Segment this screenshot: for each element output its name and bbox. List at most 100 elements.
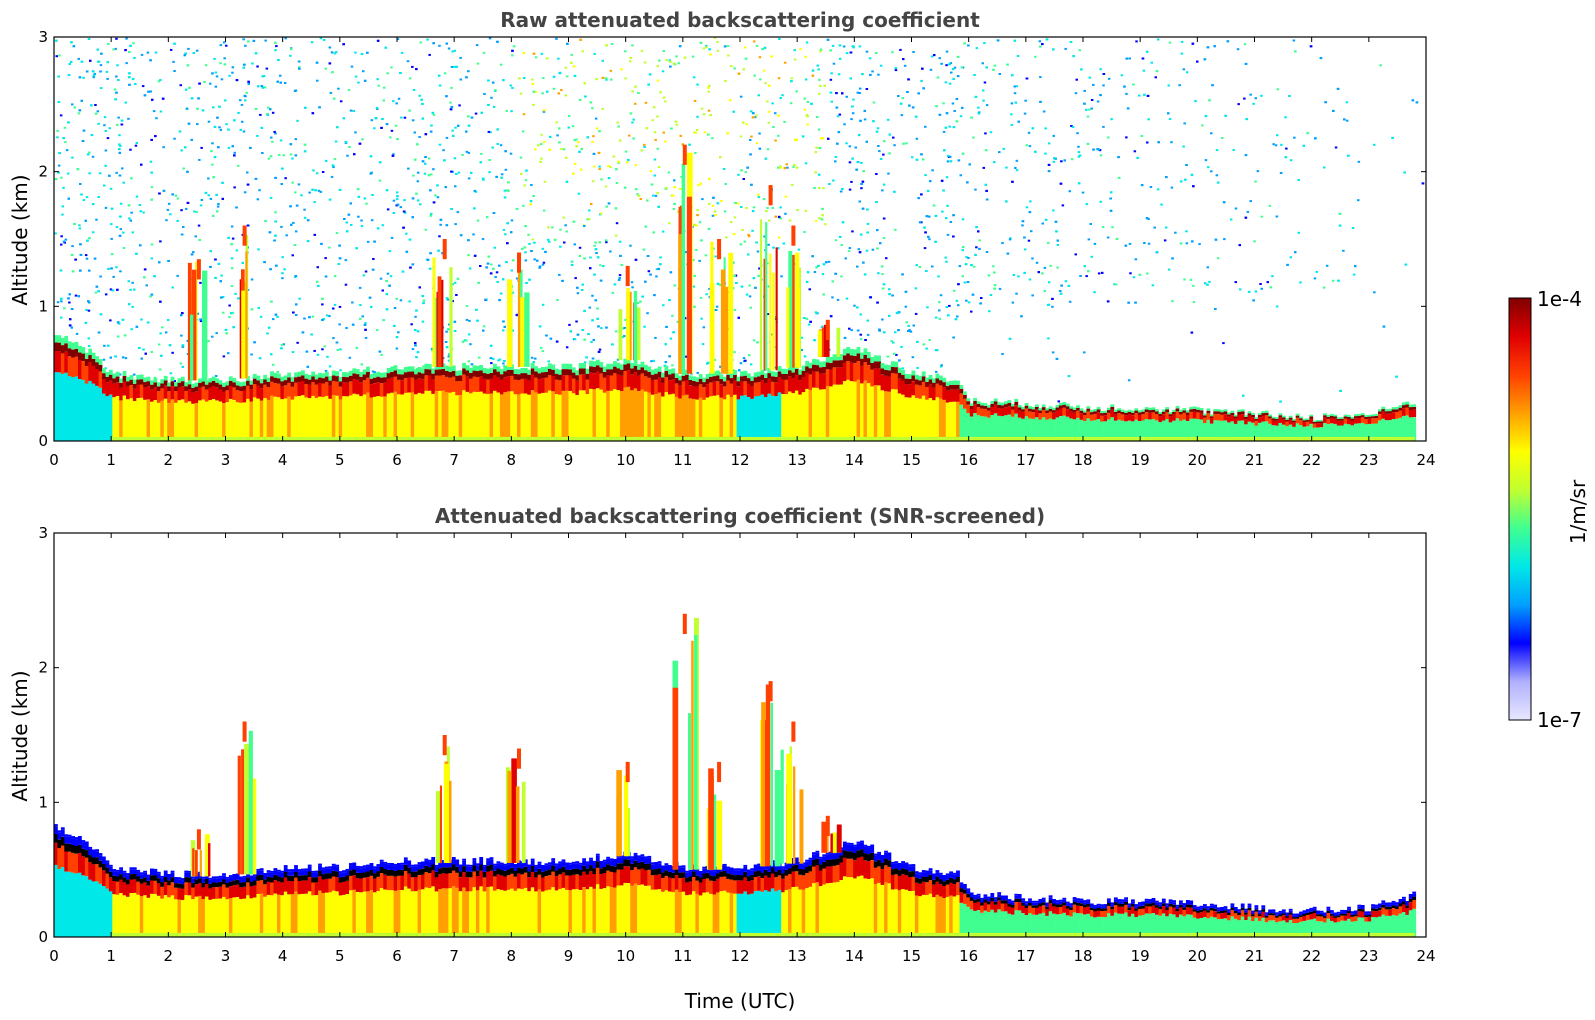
- bl-mid: [256, 385, 261, 399]
- noise-pixel: [247, 80, 250, 83]
- noise-pixel: [120, 119, 124, 122]
- bl-mid: [359, 382, 364, 397]
- noise-pixel: [223, 57, 226, 60]
- noise-pixel: [886, 355, 890, 358]
- noise-pixel: [805, 114, 809, 117]
- noise-pixel: [1039, 76, 1042, 79]
- noise-pixel: [1041, 222, 1044, 225]
- bl-peak: [623, 364, 628, 372]
- bl-mid: [414, 379, 418, 395]
- noise-pixel: [110, 237, 113, 240]
- noise-pixel: [853, 304, 856, 307]
- bl-low: [554, 393, 559, 441]
- bl-fringe: [719, 374, 724, 380]
- bl-peak: [266, 382, 271, 388]
- bl-mid: [273, 383, 278, 397]
- noise-pixel: [452, 134, 455, 137]
- noise-pixel: [591, 107, 594, 110]
- bl-low: [239, 402, 243, 441]
- bl-mid: [174, 391, 178, 403]
- noise-pixel: [333, 303, 337, 306]
- noise-pixel: [199, 281, 202, 284]
- bl-fringe: [297, 371, 302, 377]
- noise-pixel: [380, 353, 383, 356]
- bl-fringe: [273, 372, 278, 378]
- noise-pixel: [1206, 266, 1209, 269]
- noise-pixel: [1338, 212, 1342, 215]
- noise-pixel: [1059, 292, 1063, 295]
- noise-pixel: [431, 349, 434, 352]
- noise-pixel: [164, 331, 168, 334]
- noise-pixel: [445, 330, 448, 333]
- noise-pixel: [1138, 273, 1142, 276]
- noise-pixel: [1034, 150, 1037, 153]
- noise-pixel: [930, 55, 934, 58]
- noise-pixel: [150, 198, 153, 201]
- bl-low: [753, 396, 758, 441]
- noise-pixel: [744, 57, 748, 60]
- noise-pixel: [180, 233, 184, 236]
- noise-pixel: [115, 37, 118, 40]
- noise-pixel: [1243, 43, 1247, 46]
- noise-pixel: [591, 140, 594, 143]
- bl-fringe: [160, 379, 165, 384]
- noise-pixel: [744, 171, 748, 174]
- noise-pixel: [592, 135, 595, 138]
- noise-pixel: [970, 310, 973, 313]
- noise-pixel: [691, 55, 695, 58]
- noise-pixel: [832, 179, 835, 182]
- noise-pixel: [610, 78, 613, 81]
- noise-pixel: [831, 296, 834, 299]
- bl-mid: [698, 384, 703, 398]
- noise-pixel: [467, 254, 470, 257]
- noise-pixel: [230, 243, 233, 246]
- noise-pixel: [740, 285, 744, 288]
- noise-pixel: [711, 137, 714, 140]
- bl-low: [475, 392, 480, 441]
- noise-pixel: [338, 323, 341, 326]
- noise-pixel: [530, 356, 534, 359]
- noise-pixel: [1256, 170, 1260, 173]
- bl-peak: [71, 349, 75, 358]
- noise-pixel: [1028, 145, 1032, 148]
- noise-pixel: [942, 130, 946, 133]
- noise-pixel: [366, 240, 370, 243]
- noise-pixel: [489, 272, 493, 275]
- noise-pixel: [654, 336, 657, 339]
- noise-pixel: [1085, 275, 1088, 278]
- noise-pixel: [866, 231, 869, 234]
- bl-peak: [448, 371, 453, 378]
- noise-pixel: [740, 169, 743, 172]
- noise-pixel: [386, 208, 390, 211]
- noise-pixel: [945, 176, 949, 179]
- noise-pixel: [1403, 171, 1406, 174]
- noise-pixel: [344, 259, 348, 262]
- noise-pixel: [996, 39, 1000, 42]
- bl-fringe: [417, 367, 422, 373]
- noise-pixel: [128, 72, 131, 75]
- noise-pixel: [510, 231, 513, 234]
- noise-pixel: [442, 149, 445, 152]
- noise-pixel: [1015, 169, 1019, 172]
- noise-pixel: [1165, 176, 1168, 179]
- noise-pixel: [1141, 57, 1145, 60]
- noise-pixel: [207, 120, 211, 123]
- bl-peak: [301, 375, 305, 381]
- bl-low: [252, 397, 257, 441]
- noise-pixel: [905, 321, 908, 324]
- noise-pixel: [364, 328, 367, 331]
- noise-pixel: [900, 114, 904, 117]
- noise-pixel: [436, 184, 439, 187]
- noise-pixel: [1098, 149, 1102, 152]
- noise-pixel: [861, 207, 865, 210]
- noise-pixel: [630, 281, 634, 284]
- noise-pixel: [85, 257, 89, 260]
- bl-mid: [122, 381, 127, 396]
- noise-pixel: [766, 262, 769, 265]
- bl-mid: [208, 387, 213, 401]
- noise-pixel: [418, 94, 421, 97]
- noise-pixel: [982, 89, 985, 92]
- noise-pixel: [257, 248, 260, 251]
- noise-pixel: [295, 303, 298, 306]
- noise-pixel: [503, 196, 507, 199]
